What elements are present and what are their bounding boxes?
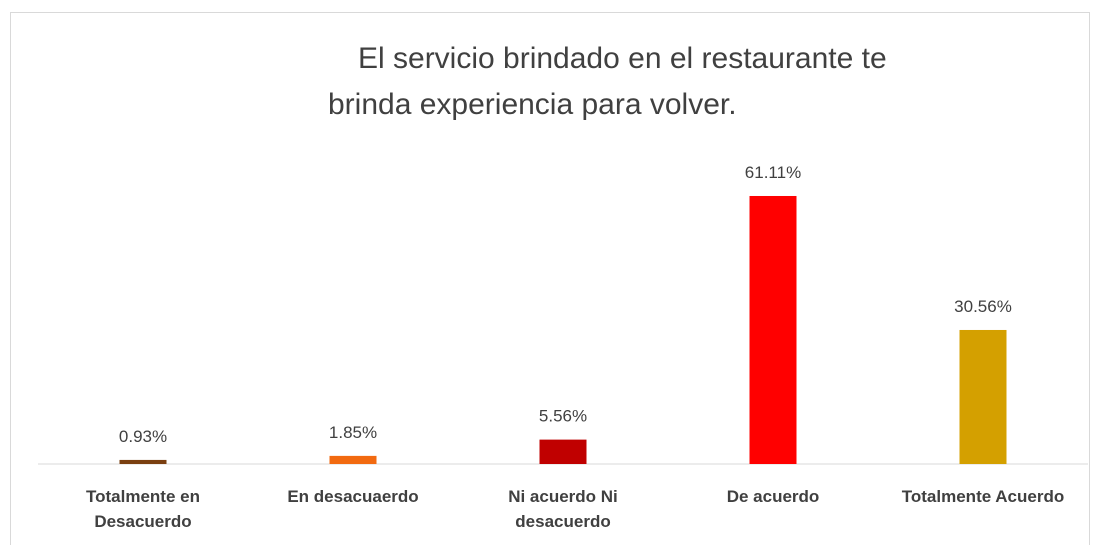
bar [749, 195, 797, 464]
data-label: 61.11% [745, 163, 801, 182]
x-tick-label: Totalmente Acuerdo [901, 487, 1065, 506]
bar [539, 439, 587, 464]
x-tick-label: Totalmente en Desacuerdo [86, 487, 200, 531]
chart-title: brinda experiencia para volver. [328, 88, 737, 121]
chart-frame [10, 12, 1090, 545]
data-label: 5.56% [539, 407, 587, 426]
x-tick-label: En desacuaerdo [287, 487, 419, 506]
x-tick-label: Ni acuerdo Ni desacuerdo [508, 487, 618, 531]
x-tick-label: De acuerdo [726, 487, 820, 506]
data-label: 0.93% [119, 427, 167, 446]
chart-title: El servicio brindado en el restaurante t… [358, 42, 887, 75]
data-label: 30.56% [954, 297, 1012, 316]
bar [959, 329, 1007, 464]
bar [119, 459, 167, 464]
bar [329, 455, 377, 464]
data-label: 1.85% [329, 423, 377, 442]
